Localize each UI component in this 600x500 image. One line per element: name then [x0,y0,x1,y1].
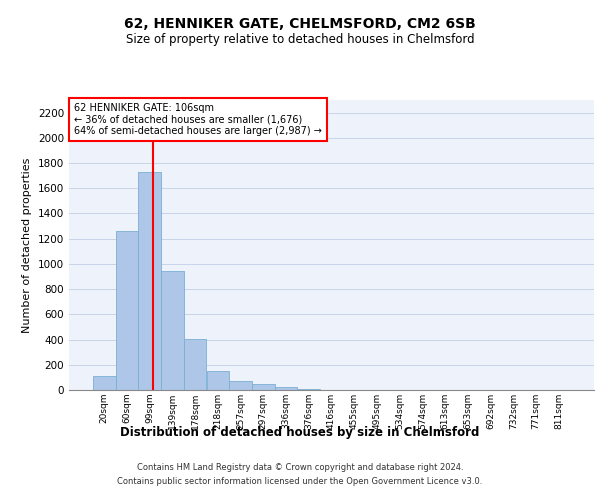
Text: Distribution of detached houses by size in Chelmsford: Distribution of detached houses by size … [121,426,479,439]
Bar [252,384,275,390]
Y-axis label: Number of detached properties: Number of detached properties [22,158,32,332]
Text: Contains HM Land Registry data © Crown copyright and database right 2024.: Contains HM Land Registry data © Crown c… [137,463,463,472]
Bar [184,339,206,390]
Text: 62, HENNIKER GATE, CHELMSFORD, CM2 6SB: 62, HENNIKER GATE, CHELMSFORD, CM2 6SB [124,18,476,32]
Bar [116,231,139,390]
Bar [275,387,298,390]
Bar [206,371,229,390]
Bar [229,380,252,390]
Text: 62 HENNIKER GATE: 106sqm
← 36% of detached houses are smaller (1,676)
64% of sem: 62 HENNIKER GATE: 106sqm ← 36% of detach… [74,103,322,136]
Bar [139,172,161,390]
Bar [93,376,116,390]
Bar [161,272,184,390]
Text: Contains public sector information licensed under the Open Government Licence v3: Contains public sector information licen… [118,476,482,486]
Text: Size of property relative to detached houses in Chelmsford: Size of property relative to detached ho… [125,32,475,46]
